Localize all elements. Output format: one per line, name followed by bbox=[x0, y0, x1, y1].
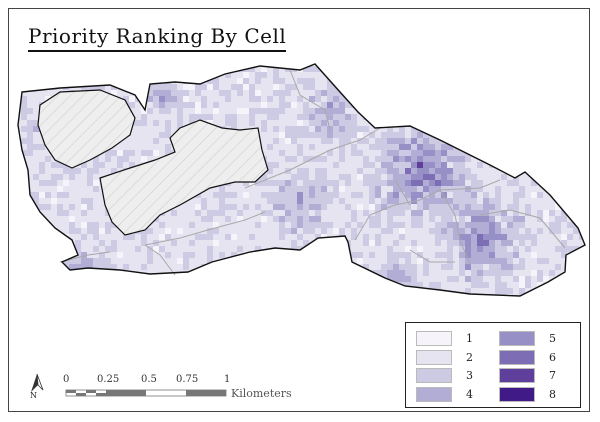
internal-boundary bbox=[409, 249, 455, 263]
legend-item: 2 bbox=[416, 349, 473, 365]
legend-swatch bbox=[416, 349, 452, 365]
internal-boundary bbox=[289, 69, 331, 131]
map-frame bbox=[8, 8, 590, 412]
legend-label: 1 bbox=[466, 332, 473, 345]
legend-item: 3 bbox=[416, 368, 473, 383]
scale-tick-label: 0.5 bbox=[141, 374, 157, 385]
legend-item: 4 bbox=[416, 386, 473, 402]
legend-label: 6 bbox=[549, 350, 556, 364]
legend-label: 4 bbox=[466, 387, 473, 401]
legend-label: 8 bbox=[549, 387, 556, 401]
scale-tick-label: 0 bbox=[63, 374, 70, 385]
scale-tick-label: 1 bbox=[224, 374, 231, 385]
excluded-area bbox=[99, 119, 269, 236]
legend-label: 5 bbox=[549, 332, 556, 345]
study-area-outline bbox=[17, 63, 586, 297]
legend-item: 1 bbox=[416, 331, 473, 346]
internal-boundary bbox=[479, 209, 566, 249]
internal-boundary bbox=[144, 244, 176, 276]
legend-swatch bbox=[499, 386, 535, 402]
internal-boundary bbox=[354, 189, 441, 241]
map-title: Priority Ranking By Cell bbox=[28, 24, 287, 52]
legend: 1 2 3 4 5 6 7 8 bbox=[405, 322, 581, 408]
legend-swatch bbox=[499, 349, 535, 365]
internal-boundaries bbox=[59, 69, 566, 276]
excluded-area bbox=[37, 89, 136, 169]
legend-swatch bbox=[416, 368, 452, 383]
north-label: N bbox=[30, 391, 37, 400]
legend-swatch bbox=[499, 331, 535, 346]
legend-item: 8 bbox=[499, 386, 556, 402]
internal-boundary bbox=[439, 179, 501, 191]
legend-label: 7 bbox=[549, 369, 556, 382]
internal-boundary bbox=[144, 211, 266, 246]
legend-swatch bbox=[416, 331, 452, 346]
scale-bar bbox=[65, 389, 227, 397]
scale-tick-label: 0.25 bbox=[97, 374, 120, 385]
north-arrow-icon bbox=[31, 373, 44, 392]
internal-boundary bbox=[439, 189, 471, 266]
legend-item: 7 bbox=[499, 368, 556, 383]
internal-boundary bbox=[244, 127, 381, 189]
scale-tick-label: 0.75 bbox=[176, 374, 199, 385]
legend-label: 3 bbox=[466, 369, 473, 382]
legend-item: 6 bbox=[499, 349, 556, 365]
legend-label: 2 bbox=[466, 350, 473, 364]
scale-unit-label: Kilometers bbox=[231, 387, 292, 400]
internal-boundary bbox=[59, 251, 111, 263]
legend-item: 5 bbox=[499, 331, 556, 346]
legend-swatch bbox=[416, 386, 452, 402]
legend-swatch bbox=[499, 368, 535, 383]
internal-boundary bbox=[394, 179, 411, 206]
excluded-areas bbox=[37, 89, 269, 236]
